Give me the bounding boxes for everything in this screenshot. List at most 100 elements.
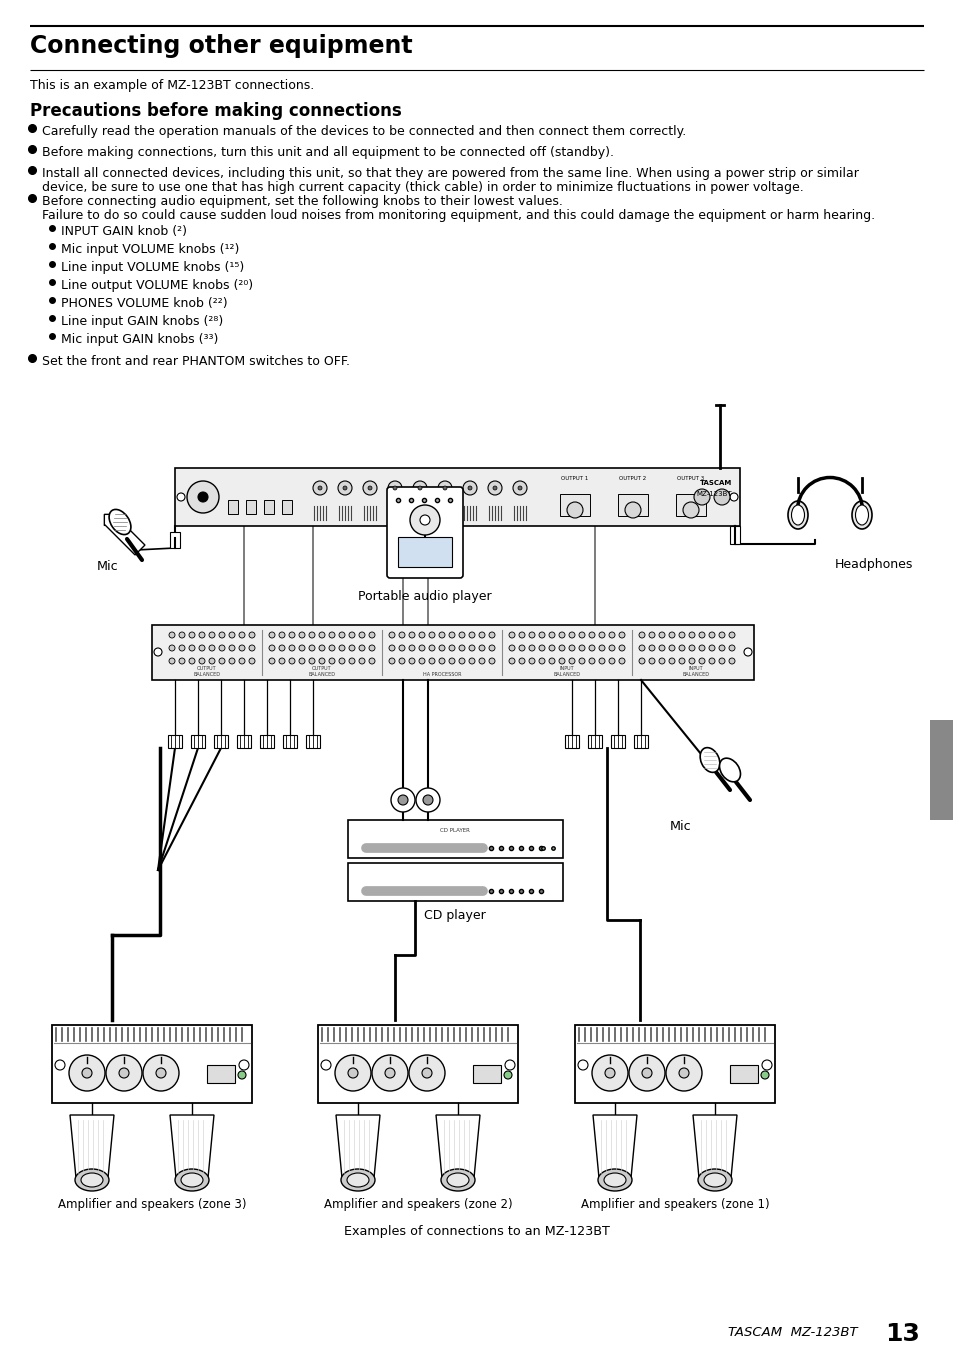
Circle shape bbox=[143, 1054, 179, 1091]
Circle shape bbox=[298, 645, 305, 651]
Circle shape bbox=[269, 657, 274, 664]
Circle shape bbox=[329, 657, 335, 664]
Ellipse shape bbox=[791, 505, 803, 525]
FancyArrow shape bbox=[104, 514, 145, 555]
Circle shape bbox=[438, 645, 444, 651]
Circle shape bbox=[369, 632, 375, 639]
Circle shape bbox=[679, 632, 684, 639]
Bar bbox=[236, 734, 251, 748]
Bar bbox=[213, 734, 228, 748]
Text: Mic input GAIN knobs (³³): Mic input GAIN knobs (³³) bbox=[61, 333, 218, 346]
Circle shape bbox=[708, 632, 714, 639]
Circle shape bbox=[289, 632, 294, 639]
Circle shape bbox=[199, 645, 205, 651]
Circle shape bbox=[189, 645, 194, 651]
Circle shape bbox=[422, 795, 433, 805]
Circle shape bbox=[568, 645, 575, 651]
Circle shape bbox=[648, 657, 655, 664]
Circle shape bbox=[529, 657, 535, 664]
Text: Carefully read the operation manuals of the devices to be connected and then con: Carefully read the operation manuals of … bbox=[42, 126, 685, 138]
Circle shape bbox=[199, 657, 205, 664]
Circle shape bbox=[313, 481, 327, 495]
Circle shape bbox=[409, 645, 415, 651]
Circle shape bbox=[761, 1060, 771, 1071]
Circle shape bbox=[588, 657, 595, 664]
Circle shape bbox=[458, 632, 464, 639]
Circle shape bbox=[289, 645, 294, 651]
Circle shape bbox=[478, 632, 484, 639]
Circle shape bbox=[398, 645, 405, 651]
Circle shape bbox=[513, 481, 526, 495]
Circle shape bbox=[728, 645, 734, 651]
Circle shape bbox=[469, 645, 475, 651]
Circle shape bbox=[509, 657, 515, 664]
Text: INPUT GAIN knob (²): INPUT GAIN knob (²) bbox=[61, 225, 187, 238]
Circle shape bbox=[588, 632, 595, 639]
Text: Before making connections, turn this unit and all equipment to be connected off : Before making connections, turn this uni… bbox=[42, 146, 614, 159]
Circle shape bbox=[189, 632, 194, 639]
Circle shape bbox=[318, 645, 325, 651]
Circle shape bbox=[397, 795, 408, 805]
Polygon shape bbox=[436, 1115, 479, 1179]
Circle shape bbox=[229, 632, 234, 639]
Text: Mic input VOLUME knobs (¹²): Mic input VOLUME knobs (¹²) bbox=[61, 243, 239, 256]
Circle shape bbox=[106, 1054, 142, 1091]
Circle shape bbox=[429, 645, 435, 651]
Circle shape bbox=[349, 632, 355, 639]
Circle shape bbox=[409, 657, 415, 664]
Circle shape bbox=[529, 645, 535, 651]
Circle shape bbox=[429, 657, 435, 664]
Circle shape bbox=[239, 1060, 249, 1071]
Circle shape bbox=[518, 632, 524, 639]
Circle shape bbox=[177, 493, 185, 501]
Circle shape bbox=[719, 632, 724, 639]
Text: Install all connected devices, including this unit, so that they are powered fro: Install all connected devices, including… bbox=[42, 167, 858, 180]
Ellipse shape bbox=[700, 748, 720, 772]
Circle shape bbox=[343, 486, 347, 490]
Circle shape bbox=[558, 657, 564, 664]
Circle shape bbox=[372, 1054, 408, 1091]
Circle shape bbox=[641, 1068, 651, 1079]
Circle shape bbox=[558, 632, 564, 639]
Circle shape bbox=[239, 645, 245, 651]
Circle shape bbox=[693, 489, 709, 505]
Circle shape bbox=[659, 632, 664, 639]
Text: CD PLAYER: CD PLAYER bbox=[439, 828, 470, 833]
Circle shape bbox=[69, 1054, 105, 1091]
Circle shape bbox=[518, 657, 524, 664]
Circle shape bbox=[659, 645, 664, 651]
Circle shape bbox=[578, 1060, 587, 1071]
Circle shape bbox=[639, 657, 644, 664]
Circle shape bbox=[699, 657, 704, 664]
Circle shape bbox=[363, 481, 376, 495]
Circle shape bbox=[389, 632, 395, 639]
Ellipse shape bbox=[340, 1169, 375, 1191]
Circle shape bbox=[449, 657, 455, 664]
Bar bbox=[419, 526, 430, 544]
Bar bbox=[348, 819, 562, 859]
Circle shape bbox=[478, 657, 484, 664]
Circle shape bbox=[209, 632, 214, 639]
Text: PHONES VOLUME knob (²²): PHONES VOLUME knob (²²) bbox=[61, 297, 228, 310]
Ellipse shape bbox=[855, 505, 867, 525]
Circle shape bbox=[665, 1054, 701, 1091]
Ellipse shape bbox=[174, 1169, 209, 1191]
Circle shape bbox=[449, 632, 455, 639]
Ellipse shape bbox=[109, 509, 131, 535]
Ellipse shape bbox=[787, 501, 807, 529]
Circle shape bbox=[548, 657, 555, 664]
Bar bbox=[559, 494, 589, 516]
Circle shape bbox=[719, 657, 724, 664]
Circle shape bbox=[237, 1071, 246, 1079]
Circle shape bbox=[568, 657, 575, 664]
Circle shape bbox=[320, 1060, 331, 1071]
Circle shape bbox=[189, 657, 194, 664]
Text: Failure to do so could cause sudden loud noises from monitoring equipment, and t: Failure to do so could cause sudden loud… bbox=[42, 209, 874, 221]
Circle shape bbox=[598, 632, 604, 639]
Circle shape bbox=[578, 632, 584, 639]
Circle shape bbox=[538, 657, 544, 664]
Circle shape bbox=[309, 657, 314, 664]
Bar bbox=[52, 1025, 252, 1103]
Bar bbox=[564, 734, 578, 748]
Circle shape bbox=[558, 645, 564, 651]
